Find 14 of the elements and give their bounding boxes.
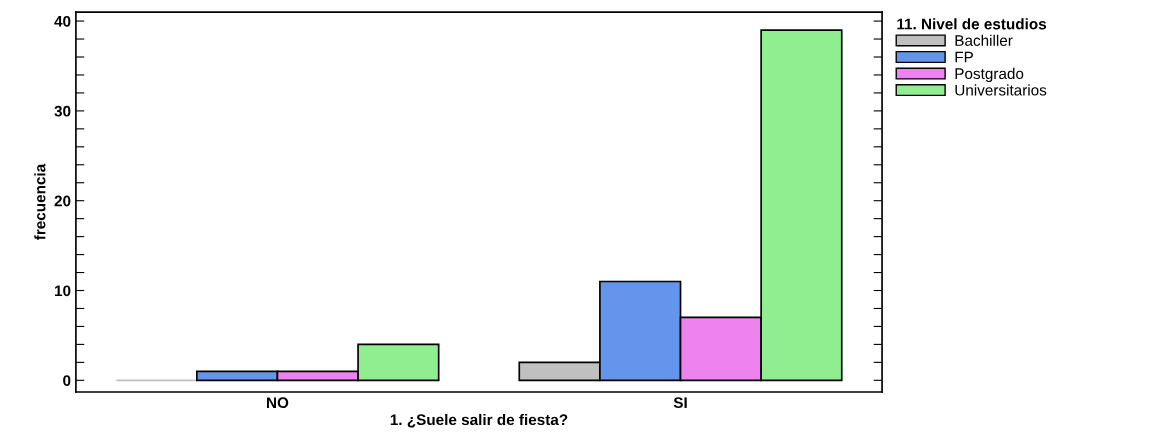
y-tick-label: 0 — [63, 375, 71, 387]
legend-label: Bachiller — [955, 34, 1013, 46]
y-tick-label: 30 — [54, 105, 71, 117]
legend-label: Postgrado — [955, 67, 1024, 83]
x-axis-title: 1. ¿Suele salir de fiesta? — [390, 413, 568, 428]
y-tick-label: 40 — [54, 15, 71, 27]
x-tick-label: NO — [267, 397, 289, 409]
y-tick-label: 20 — [54, 195, 71, 207]
legend-title: 11. Nivel de estudios — [897, 18, 1047, 30]
x-tick-label: SI — [673, 397, 687, 409]
y-axis-title: frecuencia — [34, 163, 46, 240]
legend-label: Universitarios — [955, 84, 1047, 96]
legend-label: FP — [955, 51, 973, 63]
y-tick-label: 10 — [55, 285, 71, 297]
